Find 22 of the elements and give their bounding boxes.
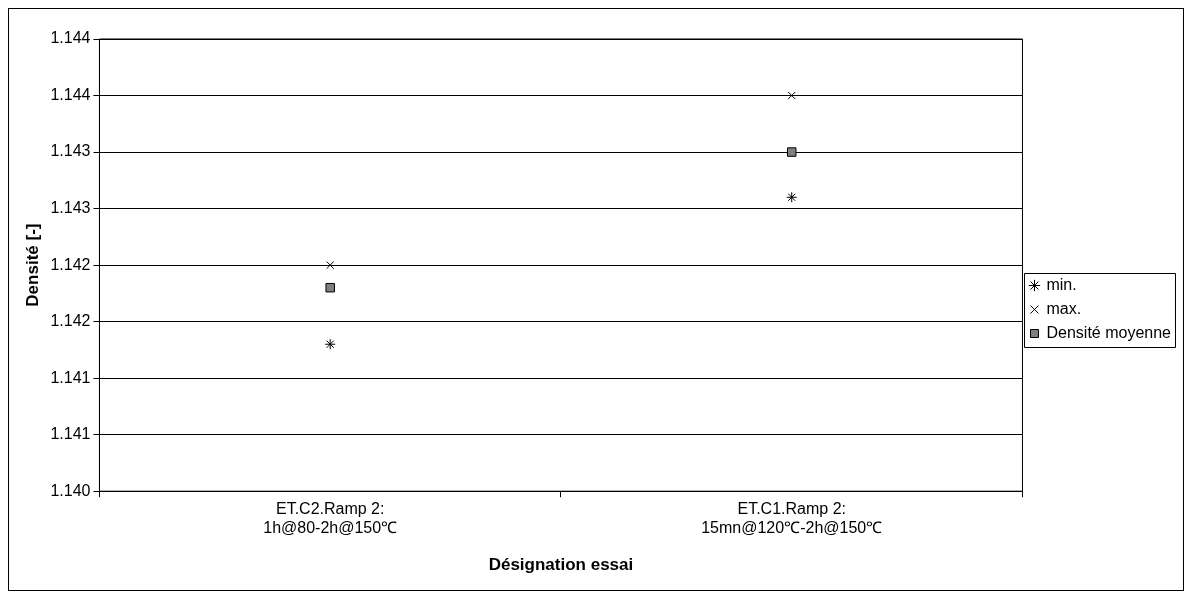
y-tick-label: 1.143 bbox=[50, 142, 91, 160]
legend-label: Densité moyenne bbox=[1046, 323, 1172, 341]
point bbox=[325, 282, 335, 293]
legend-label: min. bbox=[1046, 275, 1077, 293]
point bbox=[787, 91, 796, 100]
y-tick-label: 1.141 bbox=[50, 368, 91, 386]
y-tick-label: 1.142 bbox=[50, 255, 91, 273]
point bbox=[786, 191, 798, 203]
y-tick-label: 1.143 bbox=[50, 198, 91, 216]
x-tick-label: ET.C1.Ramp 2: 15mn@120℃-2h@150℃ bbox=[701, 500, 883, 537]
point bbox=[324, 338, 336, 350]
y-axis-title: Densité [-] bbox=[22, 223, 42, 307]
y-tick-label: 1.144 bbox=[50, 29, 91, 47]
y-tick-label: 1.140 bbox=[50, 481, 91, 499]
point bbox=[786, 147, 797, 157]
y-tick-label: 1.141 bbox=[50, 425, 91, 443]
x-tick-label: ET.C2.Ramp 2: 1h@80-2h@150℃ bbox=[263, 500, 398, 537]
point bbox=[326, 261, 335, 270]
legend-label: max. bbox=[1046, 299, 1082, 317]
y-tick-label: 1.144 bbox=[50, 85, 91, 103]
x-axis-title: Désignation essai bbox=[488, 555, 634, 575]
y-tick-label: 1.142 bbox=[50, 312, 91, 330]
